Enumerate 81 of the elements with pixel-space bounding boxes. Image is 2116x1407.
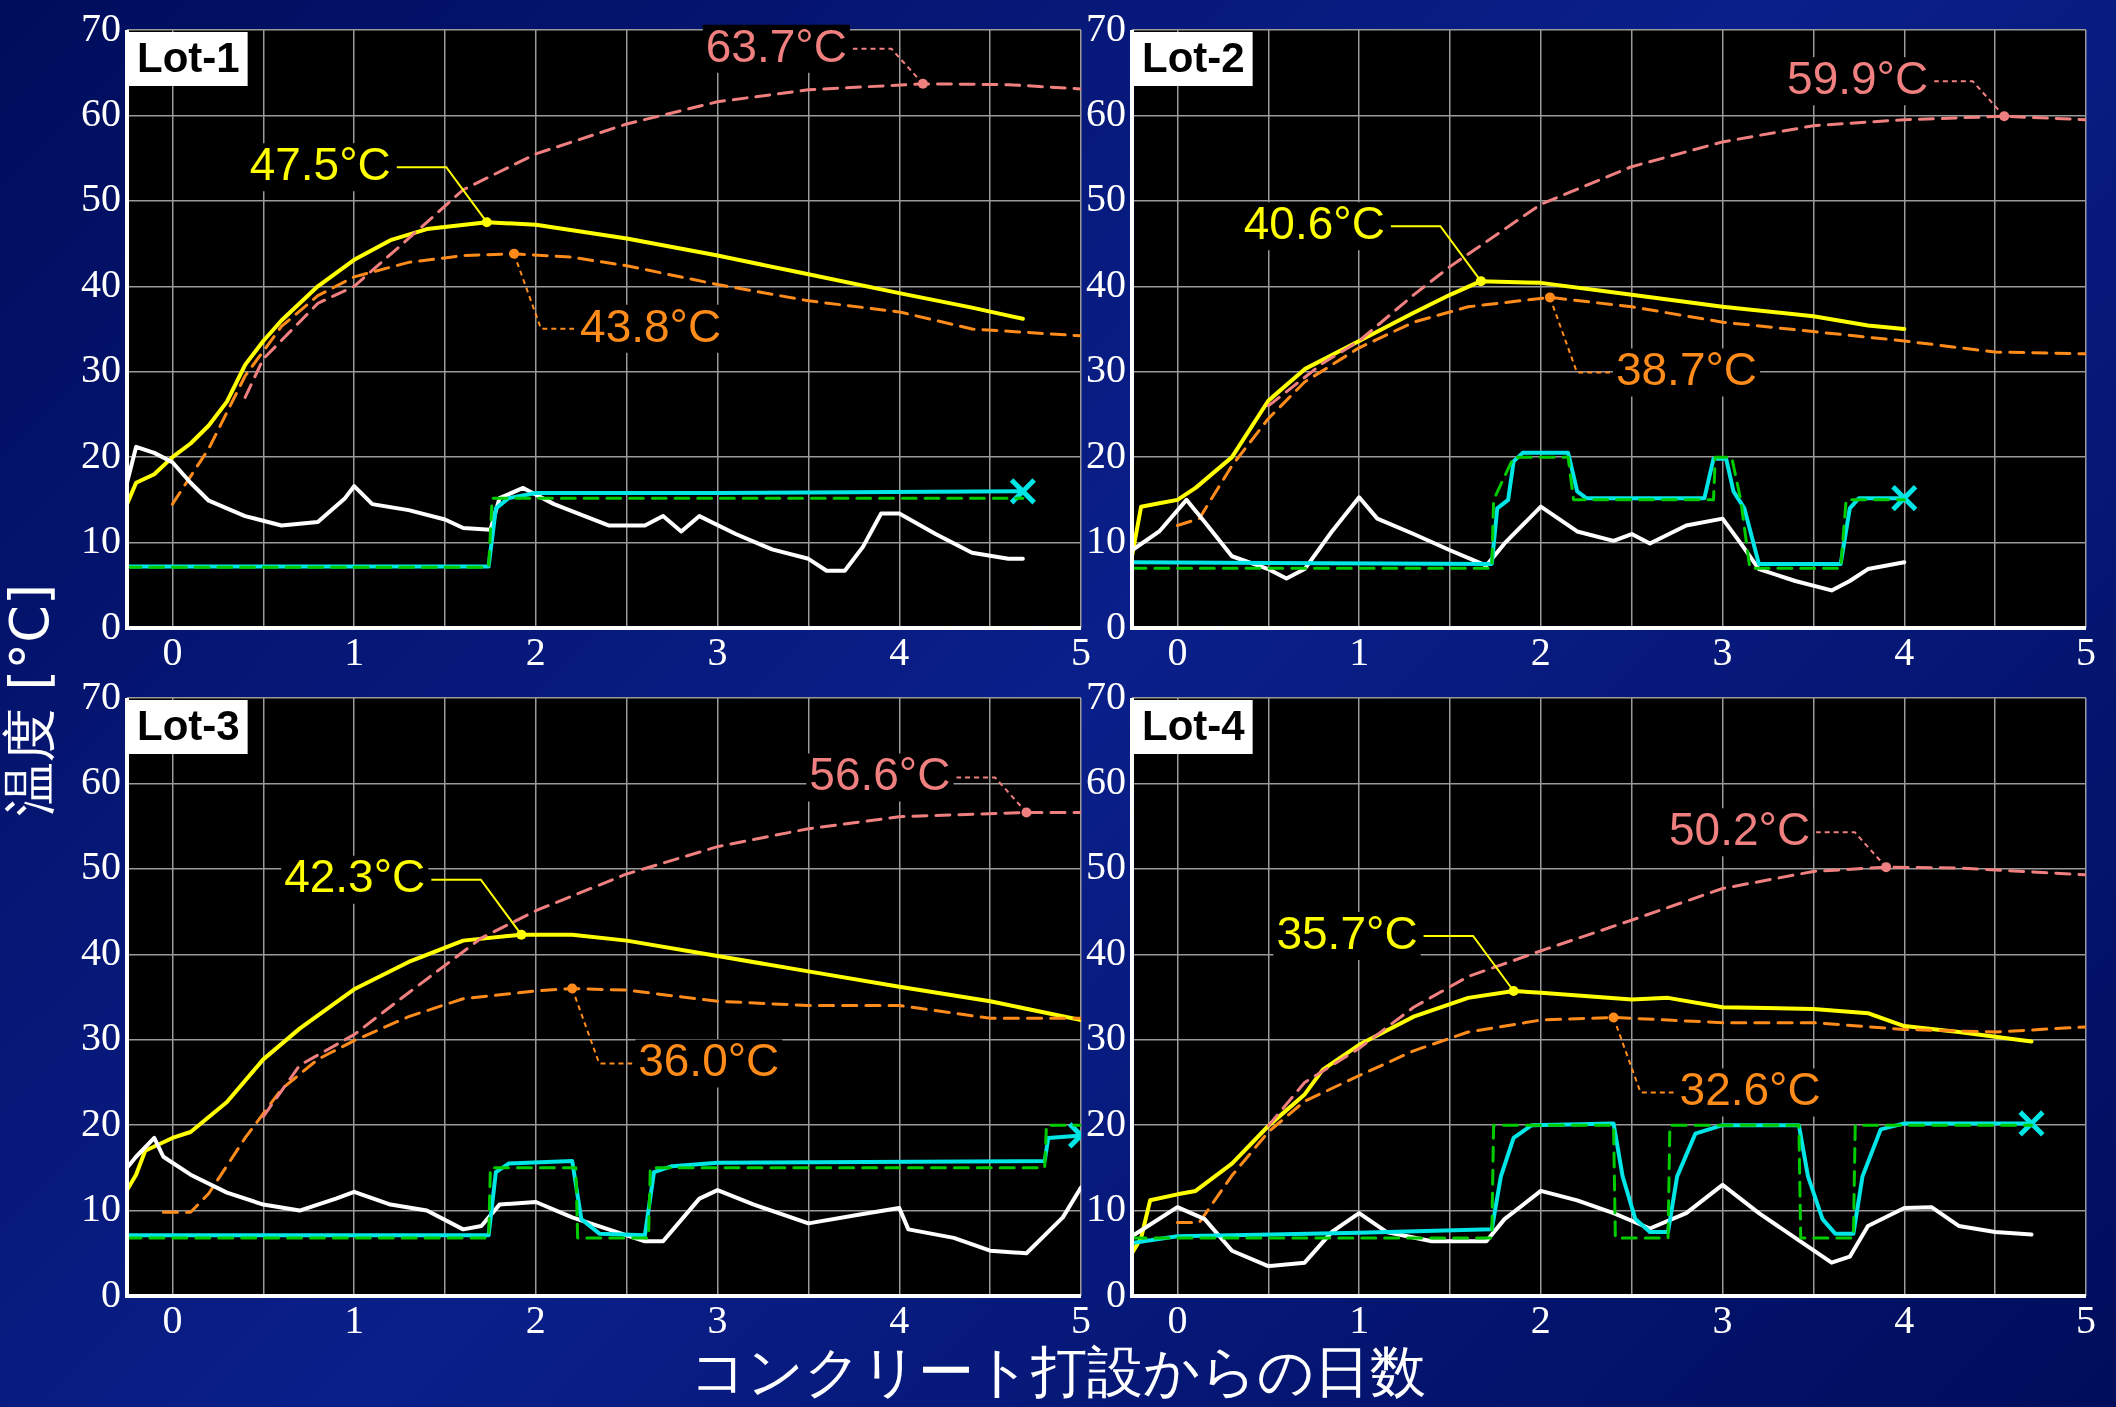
x-tick-label: 4 (1894, 628, 1915, 674)
y-tick-label: 10 (1086, 1185, 1126, 1231)
y-tick-label: 50 (81, 843, 121, 889)
point (1544, 292, 1555, 303)
annotation: 50.2°C (1668, 802, 1811, 855)
point (917, 78, 928, 89)
annotation: 32.6°C (1679, 1063, 1821, 1116)
x-tick-label: 2 (1530, 1296, 1551, 1342)
point (516, 929, 527, 940)
x-tick-label: 2 (525, 1296, 546, 1342)
x-tick-label: 5 (2076, 1296, 2096, 1342)
point (1608, 1012, 1619, 1023)
x-tick-label: 1 (344, 628, 365, 674)
x-tick-label: 4 (889, 1296, 910, 1342)
y-tick-label: 10 (1086, 517, 1126, 563)
x-tick-label: 4 (1894, 1296, 1915, 1342)
y-tick-label: 60 (81, 757, 121, 803)
annotation: 59.9°C (1787, 51, 1929, 104)
point (481, 217, 492, 228)
y-tick-label: 40 (1086, 260, 1126, 306)
x-tick-label: 3 (707, 1296, 728, 1342)
point (1475, 276, 1486, 287)
y-tick-label: 30 (81, 346, 121, 392)
x-tick-label: 1 (1349, 628, 1370, 674)
x-tick-label: 3 (1712, 1296, 1733, 1342)
y-tick-label: 20 (1086, 1099, 1126, 1145)
y-tick-label: 50 (1086, 843, 1126, 889)
y-tick-label: 70 (1086, 672, 1126, 718)
point (567, 983, 578, 994)
y-tick-label: 40 (1086, 928, 1126, 974)
point (1881, 862, 1892, 873)
annotation: 40.6°C (1243, 196, 1385, 249)
x-tick-label: 5 (1071, 1296, 1091, 1342)
x-tick-label: 0 (1167, 1296, 1188, 1342)
y-tick-label: 20 (1086, 431, 1126, 477)
y-tick-label: 60 (1086, 757, 1126, 803)
y-tick-label: 40 (81, 928, 121, 974)
annotation: 43.8°C (580, 299, 722, 352)
y-tick-label: 10 (81, 1185, 121, 1231)
chart-title: Lot-2 (1142, 33, 1245, 81)
y-tick-label: 60 (1086, 89, 1126, 135)
y-tick-label: 10 (81, 517, 121, 563)
annotation: 47.5°C (249, 137, 391, 190)
x-tick-label: 4 (889, 628, 910, 674)
x-tick-label: 0 (162, 1296, 183, 1342)
point (509, 248, 520, 259)
point (1508, 986, 1519, 997)
y-tick-label: 60 (81, 89, 121, 135)
y-tick-label: 50 (1086, 175, 1126, 221)
x-tick-label: 5 (2076, 628, 2096, 674)
y-axis-title: 温度 [°C] (0, 583, 61, 818)
x-tick-label: 1 (1349, 1296, 1370, 1342)
y-tick-label: 70 (81, 4, 121, 50)
y-tick-label: 70 (1086, 4, 1126, 50)
x-tick-label: 3 (707, 628, 728, 674)
y-tick-label: 50 (81, 175, 121, 221)
annotation: 56.6°C (809, 748, 951, 801)
y-tick-label: 70 (81, 672, 121, 718)
annotation: 36.0°C (638, 1034, 780, 1087)
y-tick-label: 20 (81, 1099, 121, 1145)
x-tick-label: 3 (1712, 628, 1733, 674)
x-tick-label: 5 (1071, 628, 1091, 674)
y-tick-label: 30 (1086, 1014, 1126, 1060)
x-tick-label: 0 (162, 628, 183, 674)
annotation: 35.7°C (1276, 906, 1418, 959)
y-tick-label: 40 (81, 260, 121, 306)
y-tick-label: 30 (1086, 346, 1126, 392)
x-tick-label: 2 (525, 628, 546, 674)
y-tick-label: 30 (81, 1014, 121, 1060)
x-axis-title: コンクリート打設からの日数 (689, 1339, 1427, 1404)
annotation: 42.3°C (284, 850, 426, 903)
x-tick-label: 2 (1530, 628, 1551, 674)
x-tick-label: 0 (1167, 628, 1188, 674)
chart-title: Lot-3 (137, 701, 240, 749)
annotation: 38.7°C (1615, 343, 1758, 396)
chart-title: Lot-4 (1142, 701, 1246, 749)
point (1999, 111, 2010, 122)
annotation: 63.7°C (705, 19, 847, 72)
x-tick-label: 1 (344, 1296, 365, 1342)
y-tick-label: 20 (81, 431, 121, 477)
chart-title: Lot-1 (137, 33, 240, 81)
